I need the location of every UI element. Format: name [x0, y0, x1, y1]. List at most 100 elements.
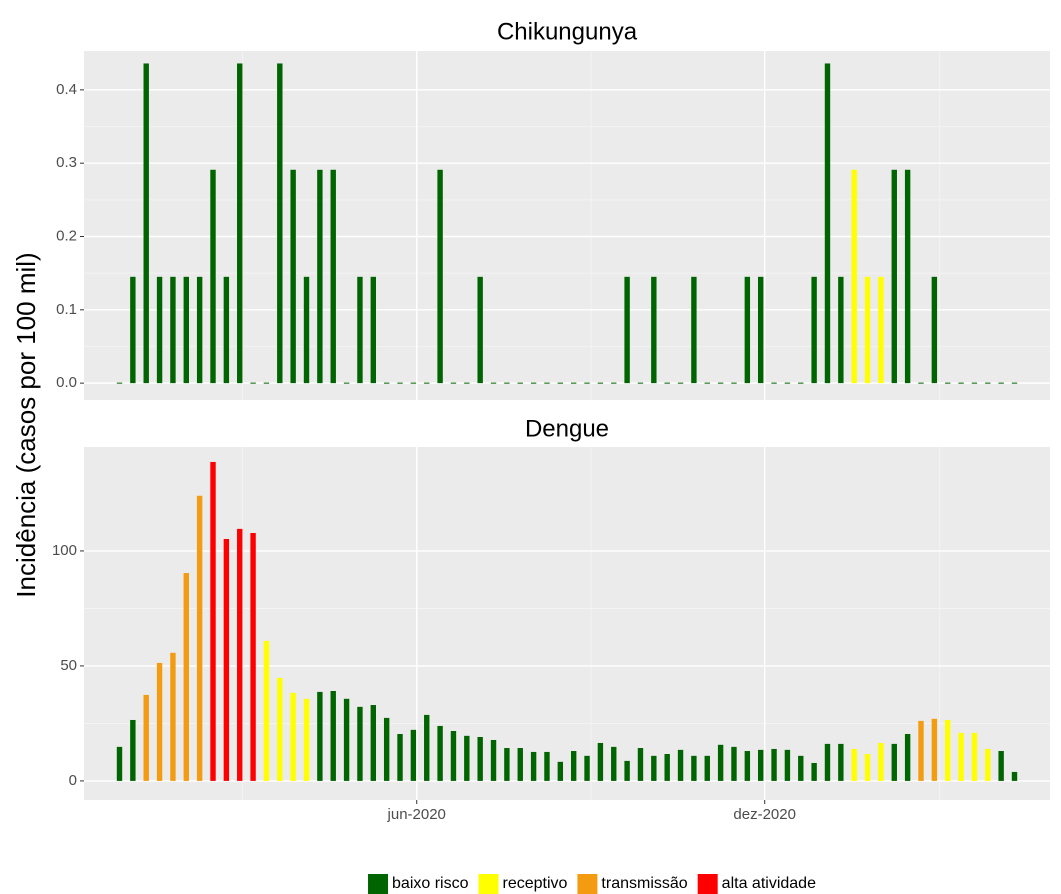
- bar: [891, 743, 897, 781]
- bar: [731, 382, 737, 384]
- bar: [864, 276, 871, 384]
- bar: [637, 382, 644, 384]
- bar: [490, 739, 497, 781]
- bar: [918, 720, 924, 781]
- bar: [998, 382, 1004, 384]
- bar: [290, 169, 296, 384]
- bar: [130, 719, 136, 781]
- bar: [317, 691, 323, 781]
- y-tick-label: 0.4: [56, 81, 77, 98]
- bar: [410, 382, 417, 384]
- bar: [624, 276, 630, 384]
- bar: [263, 382, 270, 384]
- bar: [544, 751, 550, 781]
- legend-label: alta atividade: [722, 875, 816, 892]
- bar: [731, 746, 737, 781]
- bar: [945, 719, 951, 781]
- y-tick-label: 0.3: [56, 154, 77, 171]
- bar: [530, 751, 537, 781]
- bar: [611, 382, 617, 384]
- panel-background: [84, 447, 1050, 800]
- bar: [397, 382, 403, 384]
- bar: [691, 755, 697, 781]
- bar: [918, 382, 924, 384]
- bar: [397, 733, 403, 781]
- bar: [437, 725, 443, 781]
- bar: [864, 754, 871, 781]
- bar: [838, 743, 844, 781]
- bar: [651, 276, 657, 384]
- legend-label: transmissão: [601, 875, 687, 892]
- bar: [904, 733, 911, 781]
- bar: [130, 276, 136, 384]
- bar: [784, 382, 791, 384]
- bar: [931, 276, 938, 384]
- bar: [237, 63, 243, 384]
- bar: [143, 694, 149, 781]
- y-tick-label: 0.1: [56, 301, 77, 318]
- bar: [290, 692, 296, 781]
- bar: [477, 276, 483, 384]
- bar: [717, 744, 724, 781]
- bar: [237, 528, 243, 781]
- bar: [156, 276, 163, 384]
- bar: [170, 276, 176, 384]
- bar: [971, 382, 978, 384]
- bar: [156, 662, 163, 781]
- bar: [704, 755, 710, 781]
- bar: [597, 382, 604, 384]
- bar: [744, 751, 751, 781]
- panel-title: Dengue: [525, 415, 609, 442]
- bar: [784, 749, 791, 781]
- bar: [1011, 382, 1018, 384]
- bar: [343, 382, 350, 384]
- bar: [904, 169, 911, 384]
- bar: [771, 382, 777, 384]
- bar: [985, 748, 991, 781]
- legend: baixo risco receptivo transmissão alta ativ…: [368, 874, 816, 894]
- y-tick-label: 0.2: [56, 227, 77, 244]
- bar: [958, 732, 964, 781]
- bar: [383, 382, 390, 384]
- bar: [677, 749, 684, 781]
- y-tick-label: 50: [60, 657, 77, 674]
- bar: [998, 751, 1004, 781]
- bar: [196, 276, 203, 384]
- bar: [210, 461, 216, 781]
- bar: [838, 276, 844, 384]
- bar: [878, 276, 884, 384]
- bar: [303, 276, 310, 384]
- y-tick-label: 0: [69, 772, 77, 789]
- bar: [143, 63, 149, 384]
- bar: [490, 382, 497, 384]
- panel-background: [84, 51, 1050, 400]
- bar: [464, 382, 470, 384]
- bar: [824, 63, 831, 384]
- bar: [677, 382, 684, 384]
- bar: [544, 382, 550, 384]
- bar: [717, 382, 724, 384]
- bar: [958, 382, 964, 384]
- bar: [945, 382, 951, 384]
- bar: [971, 732, 978, 781]
- bar: [851, 169, 857, 384]
- bar: [878, 742, 884, 781]
- bar: [570, 382, 577, 384]
- bar: [504, 382, 510, 384]
- bar: [824, 743, 831, 781]
- bar: [210, 169, 216, 384]
- bar: [343, 698, 350, 781]
- bar: [223, 276, 230, 384]
- bar: [570, 751, 577, 781]
- y-axis-label: Incidência (casos por 100 mil): [11, 252, 41, 597]
- bar: [811, 276, 817, 384]
- legend-label: receptivo: [503, 875, 568, 892]
- legend-swatch: [368, 874, 389, 894]
- bar: [985, 382, 991, 384]
- bar: [798, 382, 804, 384]
- x-tick-label: jun-2020: [387, 806, 446, 823]
- bar: [410, 729, 417, 781]
- bar: [263, 640, 270, 781]
- bar: [517, 748, 523, 781]
- bar: [116, 746, 123, 781]
